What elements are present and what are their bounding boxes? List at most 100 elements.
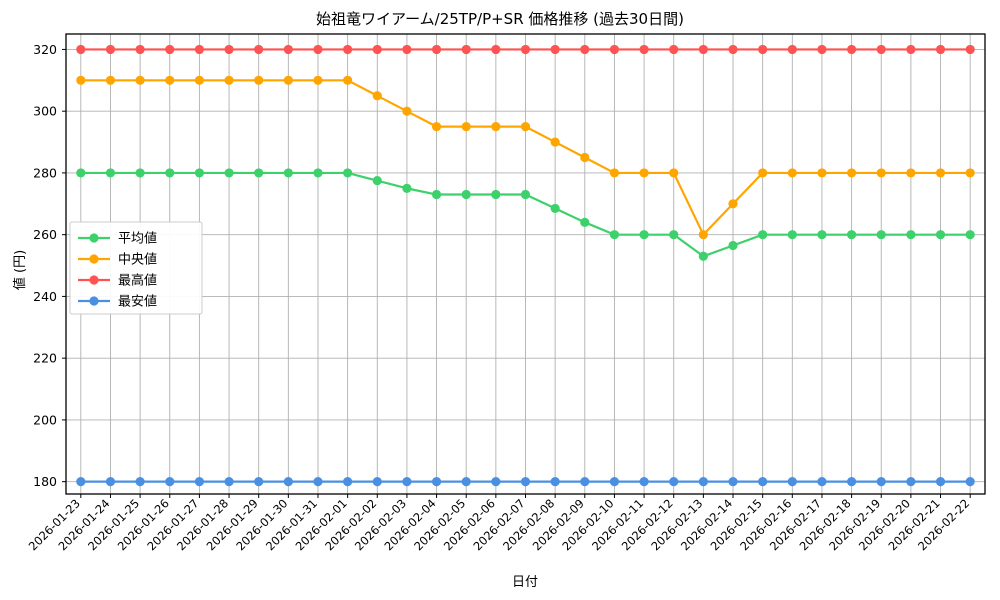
- data-point: [313, 44, 323, 55]
- y-tick-label: 180: [33, 474, 57, 489]
- data-point: [787, 168, 797, 178]
- legend-item-4[interactable]: 最安値: [78, 294, 157, 310]
- data-point: [165, 477, 175, 487]
- grid-lines: [66, 34, 985, 494]
- data-point: [609, 44, 620, 55]
- data-point: [935, 44, 946, 55]
- data-point: [402, 183, 412, 193]
- data-point: [906, 168, 916, 178]
- data-point: [639, 477, 649, 487]
- data-point: [165, 44, 175, 55]
- data-point: [194, 477, 205, 487]
- data-point: [669, 44, 679, 55]
- data-point: [165, 75, 175, 85]
- data-point: [254, 168, 264, 178]
- data-point: [520, 189, 531, 200]
- data-point: [965, 168, 975, 178]
- data-point: [343, 168, 353, 178]
- data-point: [283, 44, 293, 55]
- data-point: [105, 44, 116, 55]
- data-point: [283, 168, 293, 178]
- data-point: [787, 477, 797, 487]
- series-4: [76, 477, 975, 487]
- legend-label: 平均値: [118, 231, 157, 247]
- data-point: [372, 176, 382, 186]
- data-point: [313, 75, 323, 85]
- data-point: [194, 44, 205, 55]
- data-point: [817, 168, 827, 178]
- data-point: [461, 122, 471, 132]
- data-point: [698, 44, 708, 55]
- data-point: [580, 44, 590, 55]
- data-point: [609, 477, 620, 487]
- data-point: [372, 91, 382, 101]
- data-point: [965, 477, 975, 487]
- data-point: [758, 477, 768, 487]
- data-point: [550, 203, 560, 214]
- y-tick-label: 240: [33, 289, 57, 304]
- data-point: [906, 44, 916, 55]
- data-point: [728, 199, 738, 209]
- data-point: [283, 75, 293, 85]
- legend-item-1[interactable]: 平均値: [78, 231, 157, 247]
- data-point: [194, 168, 205, 178]
- legend-marker: [89, 233, 99, 243]
- data-point: [224, 75, 234, 85]
- data-point: [698, 477, 708, 487]
- data-point: [817, 477, 827, 487]
- data-point: [550, 44, 560, 55]
- data-point: [935, 477, 946, 487]
- series-3: [76, 44, 975, 55]
- legend-marker: [89, 296, 99, 306]
- data-point: [491, 44, 501, 55]
- data-point: [76, 75, 86, 85]
- legend-item-2[interactable]: 中央値: [78, 252, 157, 268]
- data-point: [431, 477, 442, 487]
- data-point: [758, 44, 768, 55]
- x-axis-ticks: 2026-01-232026-01-242026-01-252026-01-26…: [26, 494, 972, 553]
- data-point: [787, 230, 797, 240]
- y-axis-label: 値 (円): [12, 250, 28, 290]
- data-point: [461, 44, 471, 55]
- data-point: [609, 168, 620, 178]
- legend-label: 中央値: [118, 252, 157, 268]
- data-point: [76, 44, 86, 55]
- data-point: [935, 168, 946, 178]
- data-point: [224, 477, 234, 487]
- data-point: [105, 75, 116, 85]
- data-point: [698, 251, 708, 261]
- data-point: [876, 230, 886, 240]
- data-point: [76, 168, 86, 178]
- data-point: [372, 44, 382, 55]
- legend-marker: [89, 275, 99, 285]
- legend-label: 最安値: [118, 294, 157, 310]
- data-point: [935, 230, 946, 240]
- data-point: [135, 44, 145, 55]
- y-tick-label: 200: [33, 412, 57, 427]
- data-point: [609, 230, 620, 240]
- data-point: [343, 477, 353, 487]
- data-point: [846, 477, 857, 487]
- data-point: [520, 477, 531, 487]
- data-point: [906, 230, 916, 240]
- data-point: [817, 230, 827, 240]
- data-point: [698, 230, 708, 240]
- data-point: [669, 230, 679, 240]
- data-point: [580, 477, 590, 487]
- data-point: [343, 75, 353, 85]
- y-tick-label: 280: [33, 165, 57, 180]
- y-tick-label: 260: [33, 227, 57, 242]
- data-point: [550, 137, 560, 147]
- legend-item-3[interactable]: 最高値: [78, 273, 157, 289]
- data-point: [254, 44, 264, 55]
- data-point: [313, 168, 323, 178]
- data-point: [639, 168, 649, 178]
- y-tick-label: 300: [33, 104, 57, 119]
- data-point: [876, 44, 886, 55]
- data-point: [313, 477, 323, 487]
- data-point: [817, 44, 827, 55]
- data-point: [520, 44, 531, 55]
- data-point: [224, 44, 234, 55]
- x-axis-label: 日付: [512, 575, 538, 590]
- data-point: [135, 168, 145, 178]
